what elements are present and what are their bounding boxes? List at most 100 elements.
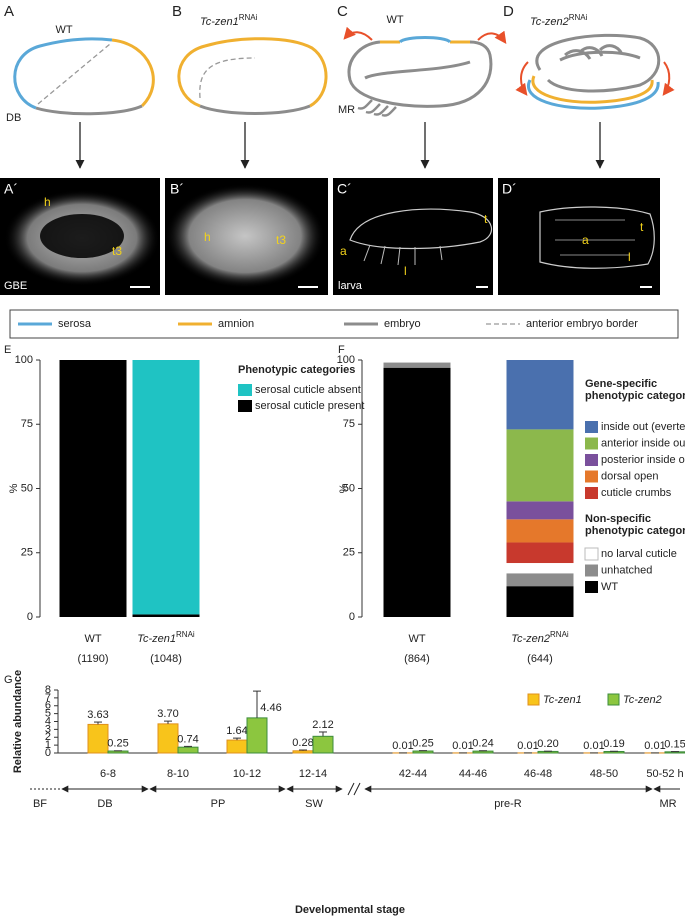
legend-label: inside out (everted) [601, 421, 685, 433]
serosa [398, 36, 452, 44]
annotation: h [44, 195, 51, 209]
value-label: 0.01 [644, 740, 665, 752]
legend-label: no larval cuticle [601, 548, 677, 560]
legend-label: anterior inside out [601, 437, 685, 449]
y-tick-label: 50 [343, 482, 355, 494]
value-label: 0.15 [664, 738, 685, 750]
legend-title: Phenotypic categories [238, 364, 355, 376]
larva-image [555, 219, 635, 256]
diagram-legend: serosa amnion embryo anterior embryo bor… [9, 309, 679, 339]
panel-title-main: Tc-zen2 [530, 16, 569, 28]
annotation: t3 [112, 244, 122, 258]
bar-segment [59, 360, 127, 617]
x-tick-label: 42-44 [399, 768, 427, 780]
legend-swatch [238, 400, 252, 412]
x-tick-label: 46-48 [524, 768, 552, 780]
embryo-image [165, 184, 325, 288]
stage-label: SW [305, 798, 323, 810]
x-tick-label: 48-50 [590, 768, 618, 780]
panel-label: B [172, 3, 182, 20]
embryo [35, 104, 143, 116]
bar [157, 723, 179, 754]
y-axis-label: % [8, 483, 20, 493]
x-tick-label: Tc-zen2RNAi [511, 630, 569, 645]
y-tick-label: 4 [45, 715, 51, 727]
micrograph [333, 178, 493, 295]
bar [472, 750, 494, 754]
border-line [37, 43, 111, 105]
bar [246, 717, 268, 754]
y-axis-label: % [338, 483, 350, 493]
stage-label: larva [338, 280, 363, 292]
value-label: 0.25 [412, 738, 433, 750]
panel-title: WT [386, 14, 403, 26]
larva-image [363, 244, 443, 266]
legend-label: unhatched [601, 564, 652, 576]
legend-swatch [585, 421, 598, 433]
bar [292, 750, 314, 754]
y-tick-label: 5 [45, 708, 51, 720]
stage-label: pre-R [494, 798, 522, 810]
y-tick-label: 100 [15, 354, 33, 366]
legend-label: Tc-zen1 [543, 694, 582, 706]
y-tick-label: 0 [27, 611, 33, 623]
movement-arrow [477, 30, 507, 44]
value-label: 0.28 [292, 737, 313, 749]
legs [357, 99, 397, 117]
stage-label: DB [6, 112, 21, 124]
panel-label: G [4, 674, 13, 686]
panel-title-sup: RNAi [569, 13, 588, 22]
legend-box [9, 309, 679, 339]
legend-swatch [585, 454, 598, 466]
y-tick-label: 75 [21, 418, 33, 430]
x-tick-label: 50-52 h [646, 768, 683, 780]
y-tick-label: 7 [45, 692, 51, 704]
x-tick-label-main: WT [408, 633, 425, 645]
value-label: 0.25 [107, 738, 128, 750]
panel-label: C´ [337, 181, 352, 197]
x-tick-label-main: Tc-zen2 [511, 633, 550, 645]
y-tick-label: 6 [45, 700, 51, 712]
legend-swatch [585, 581, 598, 593]
embryo [347, 40, 493, 108]
diagram-row: A WT DB B C WT MR D [4, 3, 675, 169]
bar [107, 750, 129, 754]
x-count-label: (1048) [150, 653, 182, 665]
bar-segment [132, 614, 200, 617]
value-label: 4.46 [260, 702, 281, 714]
legend-swatch [585, 437, 598, 450]
bar [177, 746, 199, 754]
panel-label: D [503, 3, 514, 20]
larva-image [349, 208, 493, 250]
panel-label: E [4, 344, 11, 356]
x-tick-label: 44-46 [459, 768, 487, 780]
axis-break [347, 782, 361, 796]
value-label: 3.70 [157, 708, 178, 720]
panel-title: Tc-zen1RNAi [200, 13, 258, 28]
bar-segment [506, 563, 574, 574]
x-count-label: (864) [404, 653, 430, 665]
stage-label: PP [211, 798, 226, 810]
value-label: 0.19 [603, 738, 624, 750]
annotation: t [640, 220, 644, 234]
stage-axis: BF DB PP SW pre-R MR [30, 752, 682, 810]
x-tick-label: WT [408, 633, 425, 645]
bar-segment [506, 542, 574, 564]
legend-label: posterior inside out [601, 454, 685, 466]
bar-segment [132, 360, 200, 615]
legend-label: Tc-zen2 [623, 694, 662, 706]
bar [312, 735, 334, 754]
panel-title: Tc-zen2RNAi [530, 13, 588, 28]
value-label: 2.12 [312, 719, 333, 731]
y-tick-label: 0 [349, 611, 355, 623]
annotation: t3 [276, 233, 286, 247]
value-label: 1.64 [226, 725, 247, 737]
y-tick-label: 2 [45, 731, 51, 743]
x-axis-label: Developmental stage [295, 904, 405, 916]
stage-label: GBE [4, 280, 27, 292]
panel-label: F [338, 344, 345, 356]
bar-segment [383, 367, 451, 617]
larva-image [539, 206, 655, 269]
legend-swatch [527, 693, 540, 706]
panel-label: C [337, 3, 348, 20]
